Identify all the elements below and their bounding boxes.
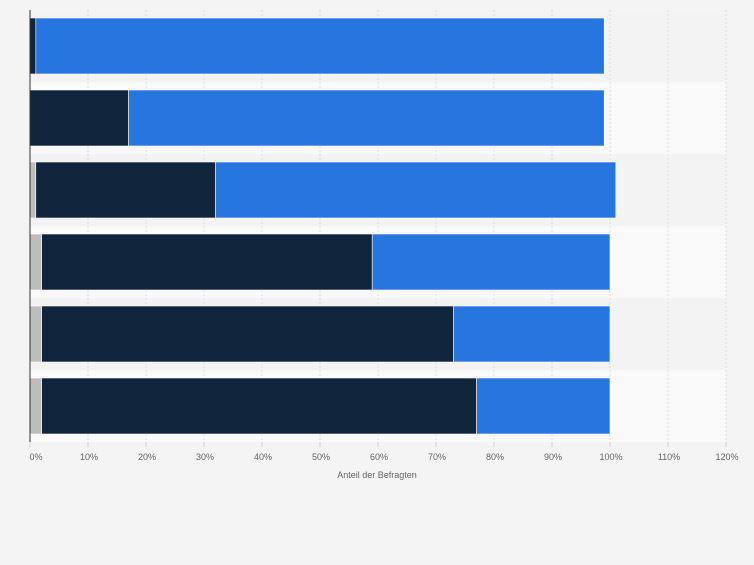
axis — [29, 10, 727, 447]
x-tick-label: 90% — [544, 452, 562, 462]
x-tick-label: 80% — [486, 452, 504, 462]
x-tick-label: 50% — [312, 452, 330, 462]
x-tick-label: 60% — [370, 452, 388, 462]
bars — [29, 17, 617, 435]
x-tick-label: 20% — [138, 452, 156, 462]
bar-segment — [41, 305, 454, 363]
bar-segment — [29, 377, 42, 435]
x-tick-label: 70% — [428, 452, 446, 462]
x-tick-label: 40% — [254, 452, 272, 462]
bar-segment — [29, 89, 129, 147]
x-tick-label: 10% — [80, 452, 98, 462]
x-tick-label: 0% — [29, 452, 42, 462]
bar-segment — [453, 305, 611, 363]
bar-segment — [128, 89, 605, 147]
x-axis-label: Anteil der Befragten — [337, 470, 417, 480]
bar-segment — [215, 161, 617, 219]
bar-segment — [41, 377, 477, 435]
bar-segment — [29, 17, 37, 75]
x-tick-label: 110% — [658, 452, 680, 462]
x-tick-label: 100% — [599, 452, 622, 462]
bar-segment — [371, 233, 611, 291]
x-tick-label: 120% — [715, 452, 738, 462]
x-tick-labels: 0% 10% 20% 30% 40% 50% 60% 70% 80% 90% 100% 110% 120… — [29, 452, 738, 462]
bar-segment — [35, 161, 216, 219]
bar-segment — [29, 305, 42, 363]
bar-segment — [35, 17, 605, 75]
x-tick-label: 30% — [196, 452, 214, 462]
grid-lines — [87, 10, 727, 442]
bar-segment — [29, 233, 42, 291]
bar-segment — [41, 233, 373, 291]
bar-segment — [476, 377, 611, 435]
bar-segment — [29, 161, 37, 219]
